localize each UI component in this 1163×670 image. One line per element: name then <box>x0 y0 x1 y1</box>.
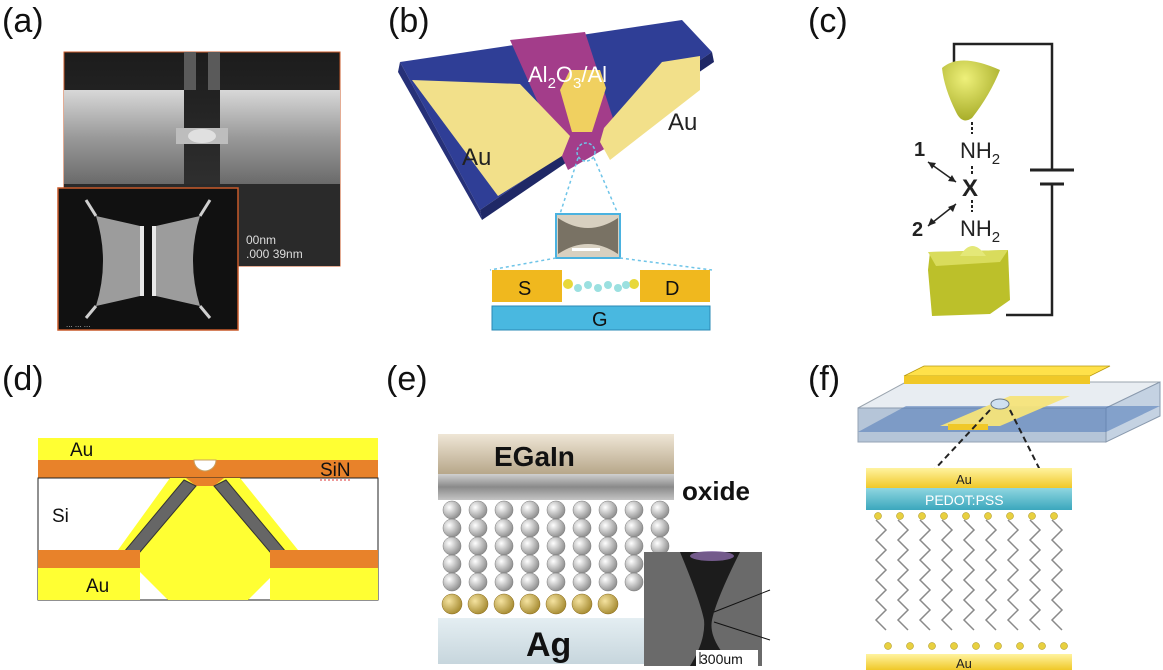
panel-c-break-junction: NH2 X NH2 1 2 <box>912 42 1074 317</box>
egain-label: EGaIn <box>494 441 575 472</box>
bottom-au-layer-label: Au <box>956 656 972 670</box>
pedot-pss-label: PEDOT:PSS <box>925 492 1004 508</box>
panel-e-junction: EGaIn oxide Ag <box>438 434 771 667</box>
bottom-au-label: Au <box>86 576 109 597</box>
arrow-label-2: 2 <box>912 219 923 241</box>
panel-label-d: (d) <box>2 360 44 398</box>
panel-label-a: (a) <box>2 2 44 40</box>
panel-f-device-3d <box>857 365 1161 471</box>
gate-label: G <box>592 309 608 331</box>
right-au-electrode-label: Au <box>668 109 697 136</box>
sem-scale-text-1: 00nm <box>246 233 276 247</box>
oxide-label: oxide <box>682 476 750 506</box>
inset-micrograph-text: ... ... ... <box>66 320 90 329</box>
panel-d-cross-section: Au SiN Si Au <box>37 438 379 601</box>
panel-a-inset-sem: ... ... ... <box>57 187 239 331</box>
sem-scale-text-2: .000 39nm <box>246 247 303 261</box>
source-label: S <box>518 278 531 300</box>
molecular-chain-array <box>874 519 1064 631</box>
panel-b-device: Al2O3/Al Au Au <box>398 20 714 220</box>
top-amine-group: NH2 <box>960 138 1000 168</box>
left-au-electrode-label: Au <box>462 144 491 171</box>
panel-label-f: (f) <box>808 360 841 398</box>
sam-molecule-columns <box>441 500 670 615</box>
panel-b-transistor-schematic: S D G <box>491 270 711 331</box>
panel-e-inset-photo: 300um <box>644 551 771 667</box>
panel-label-c: (c) <box>808 2 848 40</box>
top-au-layer-label: Au <box>956 472 972 487</box>
panel-b-inset-micrograph <box>489 213 713 271</box>
si-substrate-label: Si <box>52 506 69 527</box>
sin-label: SiN <box>320 460 351 481</box>
oxide-layer-label: Al2O3/Al <box>528 62 607 92</box>
drain-label: D <box>665 278 679 300</box>
panel-f-molecular-junction: Au PEDOT:PSS Au <box>866 468 1072 670</box>
molecule-core-x: X <box>962 175 978 202</box>
top-au-label: Au <box>70 440 93 461</box>
ag-label: Ag <box>526 626 571 664</box>
arrow-label-1: 1 <box>914 139 925 161</box>
panel-label-b: (b) <box>388 2 430 40</box>
panel-label-e: (e) <box>386 360 428 398</box>
bottom-amine-group: NH2 <box>960 216 1000 246</box>
scale-bar-300um: 300um <box>700 651 743 667</box>
